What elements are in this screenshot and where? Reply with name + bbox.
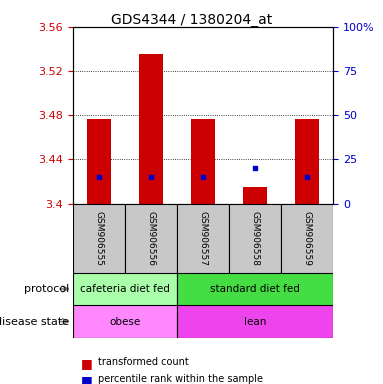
- Text: GSM906555: GSM906555: [94, 210, 103, 266]
- Bar: [191, 119, 215, 204]
- Text: lean: lean: [244, 316, 266, 327]
- Bar: [139, 55, 163, 204]
- Bar: [73, 273, 177, 305]
- Text: ■: ■: [80, 357, 92, 370]
- Bar: [281, 204, 333, 273]
- Bar: [177, 273, 333, 305]
- Text: ■: ■: [80, 374, 92, 384]
- Text: transformed count: transformed count: [98, 357, 188, 367]
- Bar: [229, 204, 281, 273]
- Bar: [295, 119, 319, 204]
- Bar: [177, 305, 333, 338]
- Text: percentile rank within the sample: percentile rank within the sample: [98, 374, 263, 384]
- Text: GSM906559: GSM906559: [303, 210, 312, 266]
- Text: GSM906558: GSM906558: [250, 210, 260, 266]
- Bar: [73, 204, 125, 273]
- Bar: [177, 204, 229, 273]
- Bar: [125, 204, 177, 273]
- Text: disease state: disease state: [0, 316, 69, 327]
- Text: standard diet fed: standard diet fed: [210, 284, 300, 294]
- Text: GSM906557: GSM906557: [198, 210, 208, 266]
- Text: obese: obese: [109, 316, 141, 327]
- Text: cafeteria diet fed: cafeteria diet fed: [80, 284, 170, 294]
- Bar: [87, 119, 111, 204]
- Text: GDS4344 / 1380204_at: GDS4344 / 1380204_at: [111, 13, 272, 27]
- Text: GSM906556: GSM906556: [146, 210, 155, 266]
- Bar: [243, 187, 267, 204]
- Bar: [73, 305, 177, 338]
- Text: protocol: protocol: [24, 284, 69, 294]
